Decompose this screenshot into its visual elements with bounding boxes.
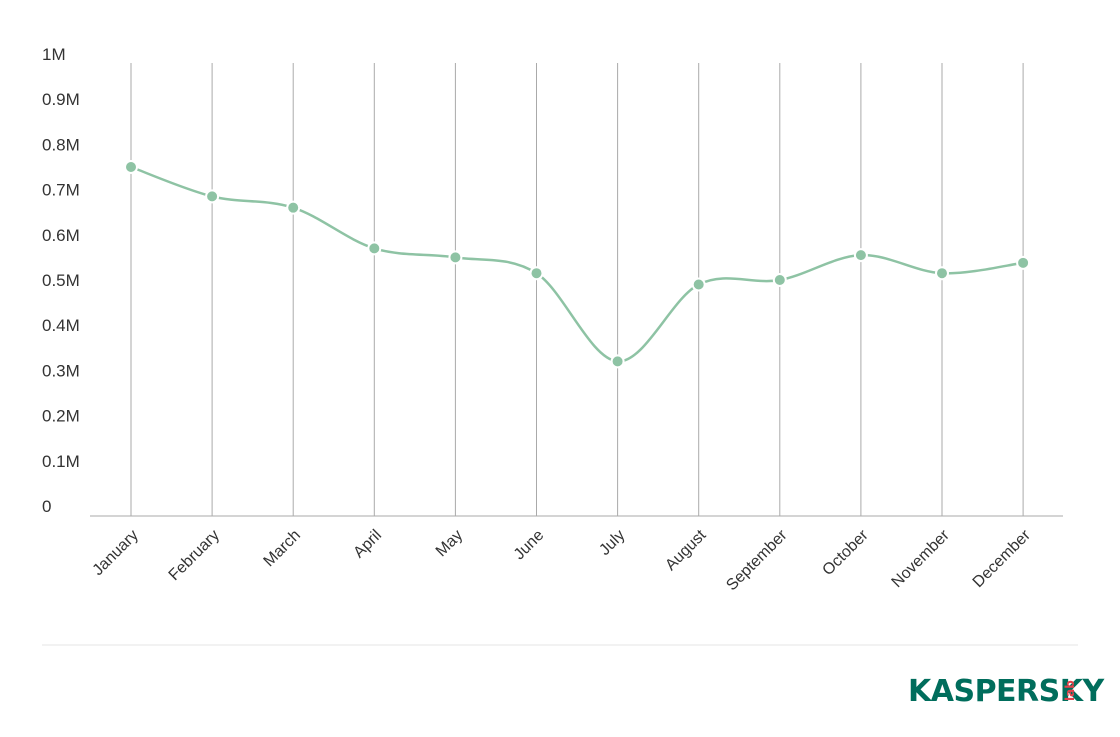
x-tick-july: July <box>596 527 628 559</box>
gridlines <box>130 63 1024 516</box>
x-tick-february: February <box>166 527 223 584</box>
data-point-june <box>529 266 544 281</box>
y-tick-0-2m: 0.2M <box>42 407 80 426</box>
data-point-march <box>286 200 301 215</box>
x-tick-january: January <box>90 527 142 579</box>
data-points <box>124 160 1031 369</box>
y-tick-0-9m: 0.9M <box>42 90 80 109</box>
y-tick-1m: 1M <box>42 45 66 64</box>
x-axis-ticks: January February March April May June July Augu… <box>90 526 1035 594</box>
data-point-january <box>124 160 138 174</box>
x-tick-june: June <box>511 527 548 564</box>
y-tick-0-8m: 0.8M <box>42 135 80 154</box>
data-point-october <box>853 248 868 263</box>
y-tick-0-1m: 0.1M <box>42 452 80 471</box>
x-tick-december: December <box>970 526 1035 591</box>
kaspersky-logo: KASPERSKY lab <box>908 674 1106 709</box>
data-point-april <box>367 241 382 256</box>
y-tick-0-5m: 0.5M <box>42 271 80 290</box>
x-tick-april: April <box>350 527 385 562</box>
y-tick-0-7m: 0.7M <box>42 181 80 200</box>
data-point-may <box>448 250 463 265</box>
series-line <box>130 165 1024 363</box>
data-point-february <box>205 189 220 204</box>
y-tick-0-6m: 0.6M <box>42 226 80 245</box>
x-tick-may: May <box>433 527 466 560</box>
data-point-september <box>772 273 787 287</box>
data-point-july <box>610 354 625 369</box>
y-tick-0-3m: 0.3M <box>42 361 80 380</box>
data-point-december <box>1016 255 1031 270</box>
logo-wordmark: KASPERSKY <box>908 674 1106 709</box>
y-tick-0: 0 <box>42 497 51 516</box>
data-point-november <box>935 266 949 281</box>
x-tick-september: September <box>723 526 791 594</box>
y-tick-0-4m: 0.4M <box>42 316 80 335</box>
x-tick-march: March <box>261 527 304 570</box>
data-point-august <box>691 277 706 292</box>
x-tick-november: November <box>889 526 954 591</box>
x-tick-august: August <box>662 526 710 574</box>
y-axis-ticks: 0 0.1M 0.2M 0.3M 0.4M 0.5M 0.6M 0.7M 0.8M 0.9M 1M <box>42 45 80 516</box>
logo-suffix: lab <box>1063 680 1077 701</box>
x-tick-october: October <box>819 526 872 579</box>
